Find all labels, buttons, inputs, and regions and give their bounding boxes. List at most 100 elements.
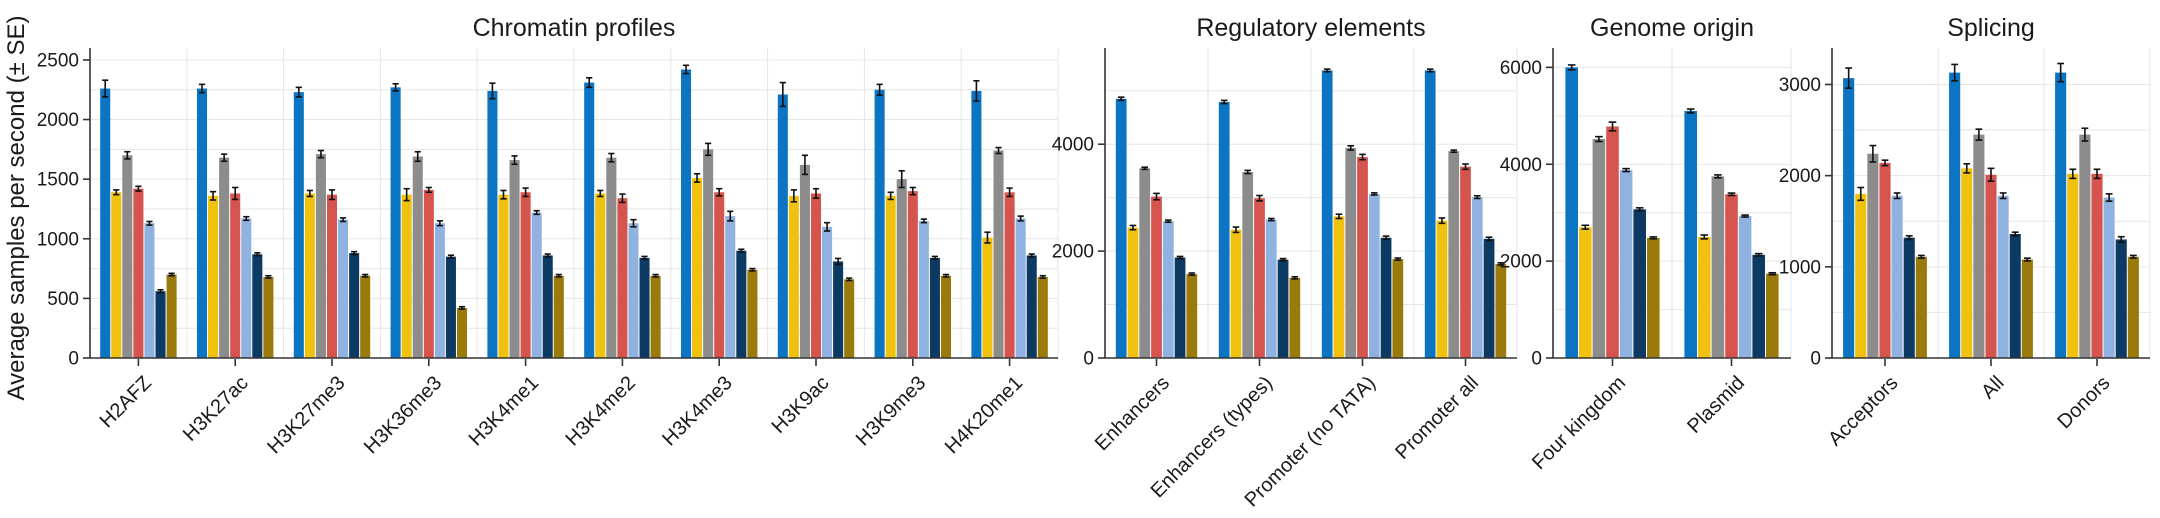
bar-2-enhancers-types--s2: [1230, 229, 1242, 358]
bar-1-h3k27me3-s2: [304, 193, 315, 358]
bar-1-h3k9ac-s4: [810, 193, 822, 358]
bar-2-promoter-all-s1: [1424, 70, 1436, 358]
bar-1-h3k36me3-s3: [412, 156, 423, 358]
bar-1-h2afz-s5: [144, 223, 155, 358]
bar-3-plasmid-s4: [1725, 194, 1738, 358]
bar-2-enhancers-types--s3: [1242, 172, 1254, 358]
bar-4-acceptors-s7: [1915, 256, 1927, 358]
bar-1-h3k9ac-s1: [777, 94, 788, 358]
panel-title: Chromatin profiles: [473, 14, 676, 42]
bar-1-h3k27me3-s6: [349, 253, 360, 358]
bar-1-h3k4me2-s2: [595, 193, 606, 358]
bar-2-enhancers-s4: [1151, 196, 1162, 358]
bar-1-h3k27ac-s5: [241, 218, 252, 358]
y-tick-label: 2000: [1052, 242, 1094, 263]
bar-1-h2afz-s4: [133, 188, 144, 358]
y-tick-label: 4000: [1500, 155, 1542, 176]
bar-1-h3k36me3-s5: [434, 223, 445, 358]
bar-3-plasmid-s3: [1711, 176, 1725, 358]
bar-1-h3k9me3-s1: [874, 89, 885, 358]
bar-2-promoter-all-s3: [1448, 151, 1460, 358]
x-tick-label: H3K4me3: [658, 372, 736, 450]
x-tick-label: H3K4me1: [465, 372, 543, 450]
bar-3-plasmid-s2: [1698, 236, 1711, 358]
bar-4-all-s1: [1949, 72, 1961, 358]
bar-1-h3k27ac-s1: [196, 88, 208, 359]
bar-2-promoter-all-s2: [1436, 220, 1448, 358]
bar-3-plasmid-s5: [1738, 216, 1752, 358]
bar-1-h2afz-s6: [155, 291, 166, 358]
panel-title: Splicing: [1947, 14, 2035, 42]
bar-1-h2afz-s3: [122, 155, 133, 358]
bar-1-h3k27ac-s4: [230, 193, 241, 358]
bar-4-donors-s2: [2067, 173, 2079, 358]
bar-1-h3k4me1-s3: [509, 160, 520, 358]
y-tick-label: 0: [1531, 349, 1542, 370]
bar-1-h3k27me3-s5: [338, 219, 349, 358]
bar-2-enhancers-s2: [1127, 227, 1139, 358]
bar-2-promoter-no-tata--s3: [1345, 147, 1357, 358]
bar-1-h3k9ac-s2: [788, 195, 799, 358]
bar-3-plasmid-s1: [1684, 110, 1697, 358]
x-tick-label: All: [1977, 372, 2008, 403]
bar-4-donors-s6: [2115, 239, 2127, 358]
bar-3-four-kingdom-s4: [1606, 126, 1619, 358]
bar-1-h4k20me1-s7: [1037, 276, 1048, 358]
bar-2-enhancers-types--s1: [1218, 101, 1230, 358]
y-tick-label: 4000: [1052, 135, 1094, 156]
bar-1-h3k27me3-s4: [326, 194, 338, 358]
x-tick-label: Four kingdom: [1528, 372, 1630, 474]
bar-1-h4k20me1-s1: [971, 90, 982, 358]
bar-1-h4k20me1-s2: [982, 237, 993, 358]
x-tick-label: H3K9me3: [852, 372, 930, 450]
bar-1-h3k9me3-s7: [940, 275, 952, 358]
bar-1-h3k27me3-s1: [293, 92, 304, 358]
bar-1-h3k9ac-s5: [822, 226, 833, 358]
bar-2-promoter-all-s7: [1495, 263, 1507, 358]
bar-4-all-s7: [2021, 259, 2033, 358]
bar-2-promoter-no-tata--s7: [1392, 259, 1404, 358]
panel-title: Genome origin: [1590, 14, 1754, 42]
bar-1-h2afz-s2: [111, 192, 122, 358]
bar-3-plasmid-s7: [1766, 273, 1779, 358]
bar-1-h3k36me3-s7: [456, 307, 468, 358]
bar-1-h2afz-s1: [100, 88, 111, 359]
bar-3-four-kingdom-s5: [1619, 170, 1633, 358]
bar-2-enhancers-s1: [1115, 98, 1127, 358]
bar-1-h3k4me3-s3: [703, 149, 714, 358]
bar-3-four-kingdom-s1: [1565, 67, 1578, 358]
bar-1-h3k9me3-s6: [929, 257, 940, 358]
bar-1-h3k4me1-s5: [531, 212, 542, 358]
y-tick-label: 2000: [37, 110, 79, 131]
y-tick-label: 2000: [1500, 252, 1542, 273]
bar-4-acceptors-s1: [1843, 78, 1855, 359]
bar-1-h3k4me3-s5: [725, 216, 736, 358]
x-tick-label: Enhancers: [1091, 372, 1174, 455]
y-tick-label: 1500: [37, 170, 79, 191]
x-tick-label: Promoter all: [1391, 372, 1483, 464]
bar-1-h3k27me3-s3: [315, 154, 326, 358]
bar-1-h3k4me2-s6: [639, 257, 650, 358]
x-tick-label: Acceptors: [1824, 372, 1902, 450]
bar-2-promoter-all-s6: [1483, 238, 1495, 358]
bar-1-h3k9ac-s6: [833, 261, 844, 358]
bar-1-h3k27ac-s6: [252, 254, 263, 358]
bar-1-h2afz-s7: [166, 274, 177, 358]
panel-4: Splicing Acceptors All Donors 0 1000 2000 3000: [1779, 14, 2151, 450]
bar-1-h3k4me1-s7: [553, 275, 564, 358]
bar-2-enhancers-types--s7: [1289, 277, 1301, 358]
panel-3: Genome origin Four kingdom Plasmid 0 2000 400…: [1500, 14, 1792, 474]
y-tick-label: 0: [1810, 349, 1821, 370]
bar-3-plasmid-s6: [1752, 254, 1765, 358]
bar-1-h3k4me1-s6: [542, 255, 553, 358]
bar-1-h3k27ac-s3: [219, 157, 230, 358]
x-tick-label: Donors: [2053, 372, 2114, 433]
bar-1-h3k27me3-s7: [360, 275, 371, 358]
x-tick-label: H4K20me1: [941, 372, 1027, 458]
x-tick-label: H3K4me2: [561, 372, 639, 450]
bar-1-h3k9ac-s3: [799, 164, 810, 358]
y-tick-label: 6000: [1500, 58, 1542, 79]
bar-2-enhancers-types--s6: [1277, 259, 1289, 358]
bar-1-h3k36me3-s4: [423, 189, 434, 358]
